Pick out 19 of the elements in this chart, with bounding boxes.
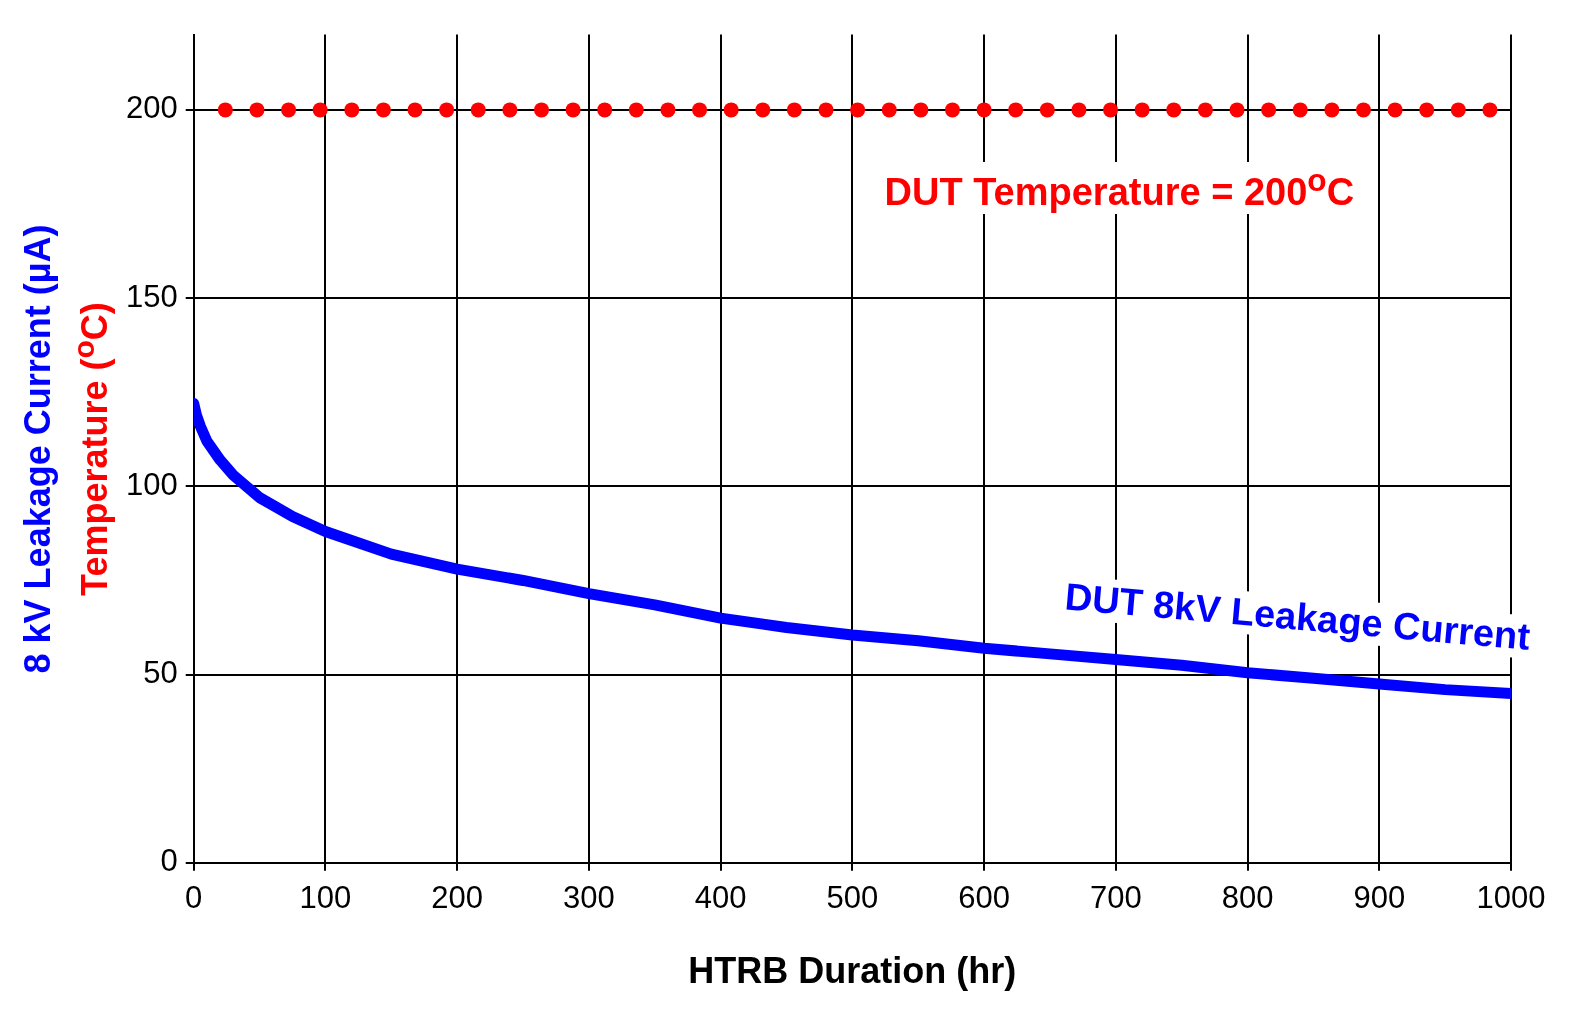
y-tick-label: 150 <box>125 278 178 314</box>
y-tick-label: 0 <box>160 843 178 879</box>
x-tick-label: 500 <box>826 879 879 915</box>
series-label: DUT Temperature = 200$^{o}$C <box>880 161 1359 214</box>
x-tick-label: 1000 <box>1476 879 1546 915</box>
x-tick-label: 900 <box>1353 879 1406 915</box>
x-axis-title: HTRB Duration (hr) <box>687 950 1018 992</box>
x-tick-label: 0 <box>185 879 203 915</box>
y-tick-label: 100 <box>125 466 178 502</box>
x-tick-label: 400 <box>694 879 747 915</box>
x-tick-label: 300 <box>563 879 615 915</box>
x-tick-label: 200 <box>431 879 484 915</box>
x-tick-label: 600 <box>958 879 1010 915</box>
y-tick-label: 50 <box>143 655 178 691</box>
y-tick-label: 200 <box>125 90 178 126</box>
x-tick-label: 800 <box>1221 879 1274 915</box>
x-tick-label: 700 <box>1089 879 1142 915</box>
x-tick-label: 100 <box>299 879 352 915</box>
series-label: DUT 8kV Leakage Current <box>1059 575 1536 660</box>
